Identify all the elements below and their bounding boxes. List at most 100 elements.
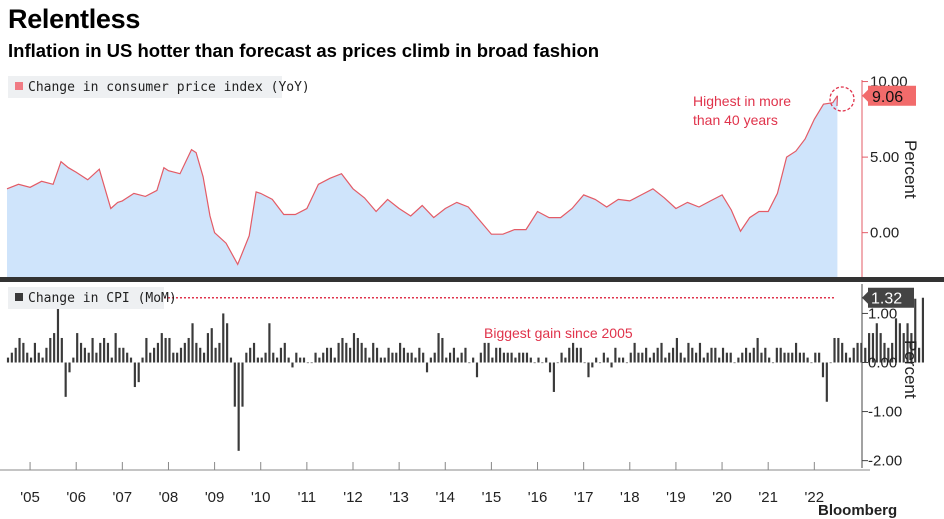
mom-bar: [42, 358, 44, 363]
mom-bar: [161, 333, 163, 362]
x-tick-label: '19: [666, 489, 686, 506]
mom-bar: [664, 358, 666, 363]
mom-bar: [753, 348, 755, 363]
mom-bar: [434, 353, 436, 363]
mom-bar: [276, 358, 278, 363]
mom-bar: [487, 343, 489, 363]
mom-bar: [384, 358, 386, 363]
mom-bar: [118, 348, 120, 363]
mom-bar: [318, 358, 320, 363]
mom-bar: [726, 353, 728, 363]
mom-bar: [757, 338, 759, 363]
mom-bar: [649, 358, 651, 363]
mom-bar: [791, 353, 793, 363]
legend-yoy-label: Change in consumer price index (YoY): [28, 80, 310, 95]
mom-tick-label: 1.00: [868, 305, 897, 322]
mom-bar: [368, 358, 370, 363]
mom-bar: [772, 363, 774, 364]
mom-bar: [626, 363, 628, 364]
mom-bar: [65, 363, 67, 397]
mom-bar: [234, 363, 236, 407]
mom-bar: [787, 353, 789, 363]
mom-bar: [622, 358, 624, 363]
mom-annotation: Biggest gain since 2005: [484, 325, 633, 341]
mom-bar: [472, 358, 474, 363]
mom-bar: [453, 348, 455, 363]
mom-bar: [168, 338, 170, 363]
mom-bar: [618, 358, 620, 363]
mom-bar: [49, 338, 51, 363]
mom-bar: [610, 363, 612, 368]
mom-bar: [157, 343, 159, 363]
mom-bar: [249, 348, 251, 363]
x-tick-label: '16: [528, 489, 548, 506]
mom-bar: [730, 353, 732, 363]
mom-bar: [95, 353, 97, 363]
mom-bar: [687, 343, 689, 363]
mom-bar: [226, 323, 228, 362]
mom-bar: [684, 358, 686, 363]
legend-yoy-swatch: [15, 82, 23, 90]
mom-bar: [641, 353, 643, 363]
mom-bar: [576, 348, 578, 363]
mom-bar: [30, 358, 32, 363]
mom-bar: [833, 338, 835, 363]
mom-bar: [422, 353, 424, 363]
mom-bar: [134, 363, 136, 388]
x-tick-label: '21: [758, 489, 778, 506]
mom-ylabel: Percent: [901, 340, 920, 399]
mom-bar: [311, 363, 313, 364]
mom-bar: [76, 333, 78, 362]
mom-bar: [457, 358, 459, 363]
mom-bar: [672, 348, 674, 363]
mom-bar: [737, 358, 739, 363]
mom-bar: [395, 353, 397, 363]
mom-bar: [11, 353, 13, 363]
source-brand: Bloomberg: [818, 502, 897, 519]
mom-bar: [691, 348, 693, 363]
mom-bar: [634, 343, 636, 363]
mom-bar: [330, 348, 332, 363]
mom-bar: [195, 343, 197, 363]
mom-bar: [280, 348, 282, 363]
mom-bar: [530, 358, 532, 363]
mom-bar: [253, 343, 255, 363]
x-tick-label: '07: [113, 489, 133, 506]
mom-bar: [353, 333, 355, 362]
mom-bar: [72, 358, 74, 363]
mom-last-value-arrow: [862, 291, 869, 305]
mom-bar: [411, 353, 413, 363]
mom-tick-label: 0.00: [868, 355, 897, 372]
yoy-tick-label: 0.00: [870, 225, 899, 242]
mom-bar: [564, 358, 566, 363]
mom-bar: [407, 353, 409, 363]
x-tick-label: '11: [298, 489, 316, 506]
mom-bar: [326, 348, 328, 363]
x-tick-label: '10: [251, 489, 271, 506]
mom-bar: [238, 363, 240, 451]
mom-bar: [349, 348, 351, 363]
mom-bar: [403, 348, 405, 363]
mom-bar: [176, 353, 178, 363]
mom-bar: [207, 333, 209, 362]
mom-bar: [22, 343, 24, 363]
mom-bar: [741, 353, 743, 363]
mom-bar: [45, 348, 47, 363]
mom-bar: [203, 353, 205, 363]
mom-bar: [645, 348, 647, 363]
mom-bar: [660, 343, 662, 363]
mom-bar: [845, 353, 847, 363]
mom-bar: [130, 358, 132, 363]
mom-bar: [856, 343, 858, 363]
mom-bar: [464, 348, 466, 363]
x-tick-label: '12: [343, 489, 363, 506]
mom-bar: [511, 353, 513, 363]
mom-tick-label: -1.00: [868, 404, 902, 421]
mom-bar: [557, 363, 559, 364]
mom-bar: [668, 353, 670, 363]
mom-bar: [614, 348, 616, 363]
mom-bar: [522, 353, 524, 363]
mom-bar: [388, 348, 390, 363]
mom-bar: [461, 353, 463, 363]
